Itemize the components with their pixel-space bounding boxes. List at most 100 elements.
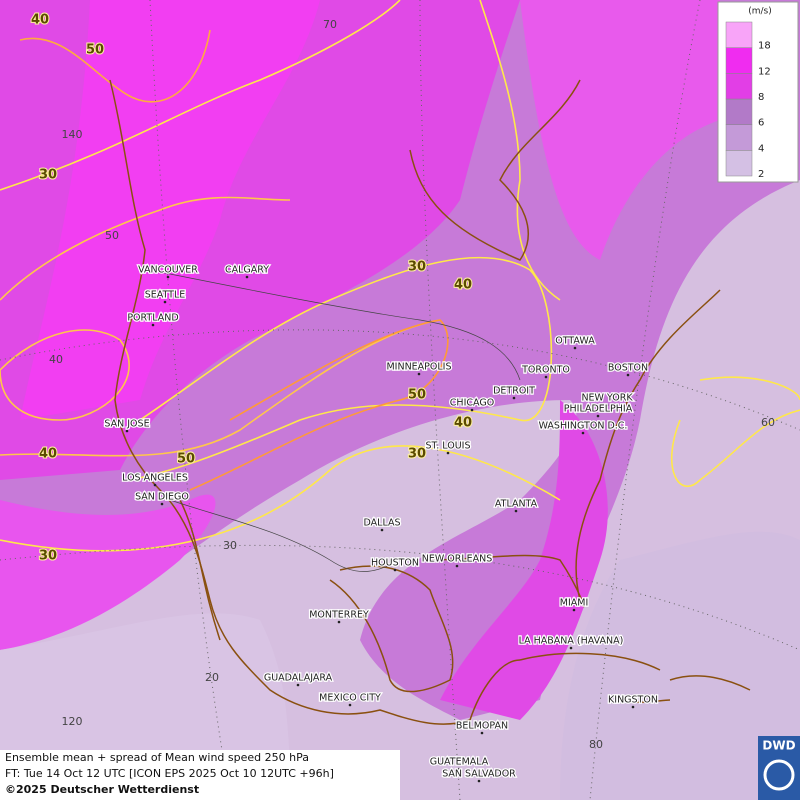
city-dot <box>380 528 384 532</box>
graticule-label: 20 <box>205 671 219 684</box>
city-label: VANCOUVER <box>138 265 198 276</box>
borders <box>149 269 521 572</box>
contour-label: 50 <box>408 388 426 403</box>
city-label: MINNEAPOLIS <box>386 362 451 373</box>
city-dot <box>348 703 352 707</box>
contour-label: 30 <box>408 447 426 462</box>
city-dot <box>417 372 421 376</box>
city-label: KINGSTON <box>608 695 658 706</box>
legend-unit: (m/s) <box>748 7 772 17</box>
footer-box <box>0 750 400 800</box>
city-dot <box>569 646 573 650</box>
city-dot <box>626 373 630 377</box>
graticule-label: 80 <box>589 738 603 751</box>
city-dot <box>480 731 484 735</box>
logo-text: DWD <box>762 739 795 753</box>
city-label: PHILADELPHIA <box>564 404 633 415</box>
city-label: MIAMI <box>560 598 589 609</box>
city-dot <box>596 414 600 418</box>
legend-swatch <box>725 98 753 125</box>
city-dot <box>446 451 450 455</box>
labels: 40 50 30 30 40 50 40 30 40 50 30 70 140 50 40 60 30 20 120… <box>30 12 775 783</box>
graticule-label: 120 <box>62 715 83 728</box>
city-dot <box>470 408 474 412</box>
contour-label: 50 <box>86 43 104 58</box>
footer-forecast: FT: Tue 14 Oct 12 UTC [ICON EPS 2025 Oct… <box>5 767 334 780</box>
city-dot <box>337 620 341 624</box>
city-label: DETROIT <box>493 386 535 397</box>
city-label: WASHINGTON D.C. <box>539 421 628 432</box>
city-label: BELMOPAN <box>456 721 508 732</box>
city-label: LOS ANGELES <box>122 473 188 484</box>
footer-title: Ensemble mean + spread of Mean wind spee… <box>5 751 309 764</box>
city-dot <box>160 502 164 506</box>
city-dot <box>457 767 461 771</box>
graticule-label: 140 <box>62 128 83 141</box>
contour-label: 40 <box>39 447 57 462</box>
legend: (m/s) 2 4 6 8 12 18 <box>717 1 799 183</box>
city-label: MEXICO CITY <box>319 693 381 704</box>
city-dot <box>581 431 585 435</box>
legend-label: 2 <box>758 169 764 180</box>
graticule-label: 40 <box>49 353 63 366</box>
city-dot <box>477 779 481 783</box>
city-label: DALLAS <box>364 518 401 529</box>
city-label: MONTERREY <box>309 610 369 621</box>
city-label: SAN SALVADOR <box>442 769 516 780</box>
legend-label: 4 <box>758 143 764 154</box>
contour-label: 50 <box>177 452 195 467</box>
city-label: NEW ORLEANS <box>422 554 493 565</box>
city-label: BOSTON <box>608 363 648 374</box>
city-label: NEW YORK <box>581 393 633 404</box>
city-dot <box>296 683 300 687</box>
city-dot <box>245 275 249 279</box>
city-label: GUATEMALA <box>430 757 489 768</box>
city-label: HOUSTON <box>371 558 419 569</box>
city-dot <box>455 564 459 568</box>
legend-swatch <box>725 150 753 177</box>
logo-icon <box>763 759 795 791</box>
city-label: LA HABANA (HAVANA) <box>519 636 624 647</box>
legend-swatch <box>725 21 753 48</box>
city-dot <box>151 323 155 327</box>
legend-label: 12 <box>758 66 771 77</box>
city-dot <box>163 300 167 304</box>
contour-label: 40 <box>31 13 49 28</box>
city-dot <box>572 608 576 612</box>
graticule-label: 60 <box>761 416 775 429</box>
legend-swatch <box>725 124 753 151</box>
city-label: CALGARY <box>225 265 269 276</box>
graticule-label: 30 <box>223 539 237 552</box>
footer-copyright: ©2025 Deutscher Wetterdienst <box>5 783 199 796</box>
city-dot <box>166 275 170 279</box>
city-dot <box>125 429 129 433</box>
city-dot <box>514 509 518 513</box>
city-dot <box>512 396 516 400</box>
city-label: SEATTLE <box>145 290 186 301</box>
legend-label: 18 <box>758 41 771 52</box>
city-label: PORTLAND <box>127 313 178 324</box>
city-label: ST. LOUIS <box>426 441 471 452</box>
graticule-label: 70 <box>323 18 337 31</box>
city-label: SAN JOSE <box>104 419 149 430</box>
legend-label: 8 <box>758 92 764 103</box>
city-dot <box>573 346 577 350</box>
city-label: SAN DIEGO <box>135 492 189 503</box>
city-dot <box>605 403 609 407</box>
contour-label: 40 <box>454 278 472 293</box>
contour-label: 30 <box>408 260 426 275</box>
contour-label: 40 <box>454 416 472 431</box>
city-label: OTTAWA <box>555 336 595 347</box>
city-label: ATLANTA <box>495 499 538 510</box>
city-label: TORONTO <box>521 365 570 376</box>
city-dot <box>393 568 397 572</box>
contour-label: 30 <box>39 168 57 183</box>
city-dot <box>631 705 635 709</box>
graticule-label: 50 <box>105 229 119 242</box>
city-dot <box>153 483 157 487</box>
legend-swatch <box>725 73 753 100</box>
city-dot <box>544 375 548 379</box>
contours <box>0 0 800 552</box>
contour-label: 30 <box>39 549 57 564</box>
